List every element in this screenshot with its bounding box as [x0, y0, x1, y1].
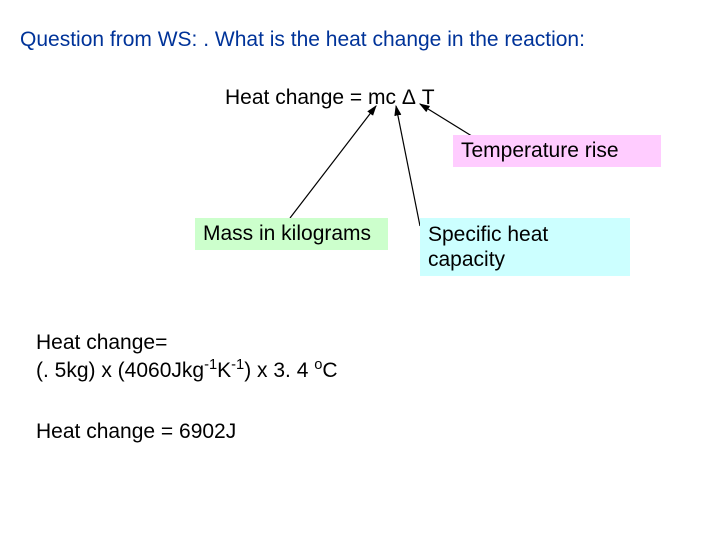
question-title: Question from WS: . What is the heat cha… [20, 28, 585, 52]
calc-l2a: (. 5kg) x (4060Jkg [36, 359, 204, 382]
calc-l2c: K [217, 359, 231, 382]
shc-line1: Specific heat [428, 223, 548, 246]
calculation-result: Heat change = 6902J [36, 420, 236, 444]
heat-formula: Heat change = mc Δ T [225, 86, 435, 110]
label-mass-kilograms: Mass in kilograms [195, 218, 388, 250]
calc-l2d: -1 [231, 357, 244, 373]
calc-l2g: C [322, 359, 337, 382]
arrow-shc [396, 106, 420, 226]
formula-suffix: T [416, 86, 435, 109]
calc-l2e: ) x 3. 4 [244, 359, 314, 382]
label-temperature-rise: Temperature rise [453, 135, 661, 167]
formula-prefix: Heat change = mc [225, 86, 402, 109]
arrow-mass [290, 106, 376, 218]
shc-line2: capacity [428, 248, 505, 271]
calc-l2b: -1 [204, 357, 217, 373]
calc-line1: Heat change= [36, 331, 167, 354]
calculation-working: Heat change= (. 5kg) x (4060Jkg-1K-1) x … [36, 330, 338, 385]
label-specific-heat-capacity: Specific heat capacity [420, 218, 630, 276]
delta-symbol: Δ [402, 86, 416, 109]
